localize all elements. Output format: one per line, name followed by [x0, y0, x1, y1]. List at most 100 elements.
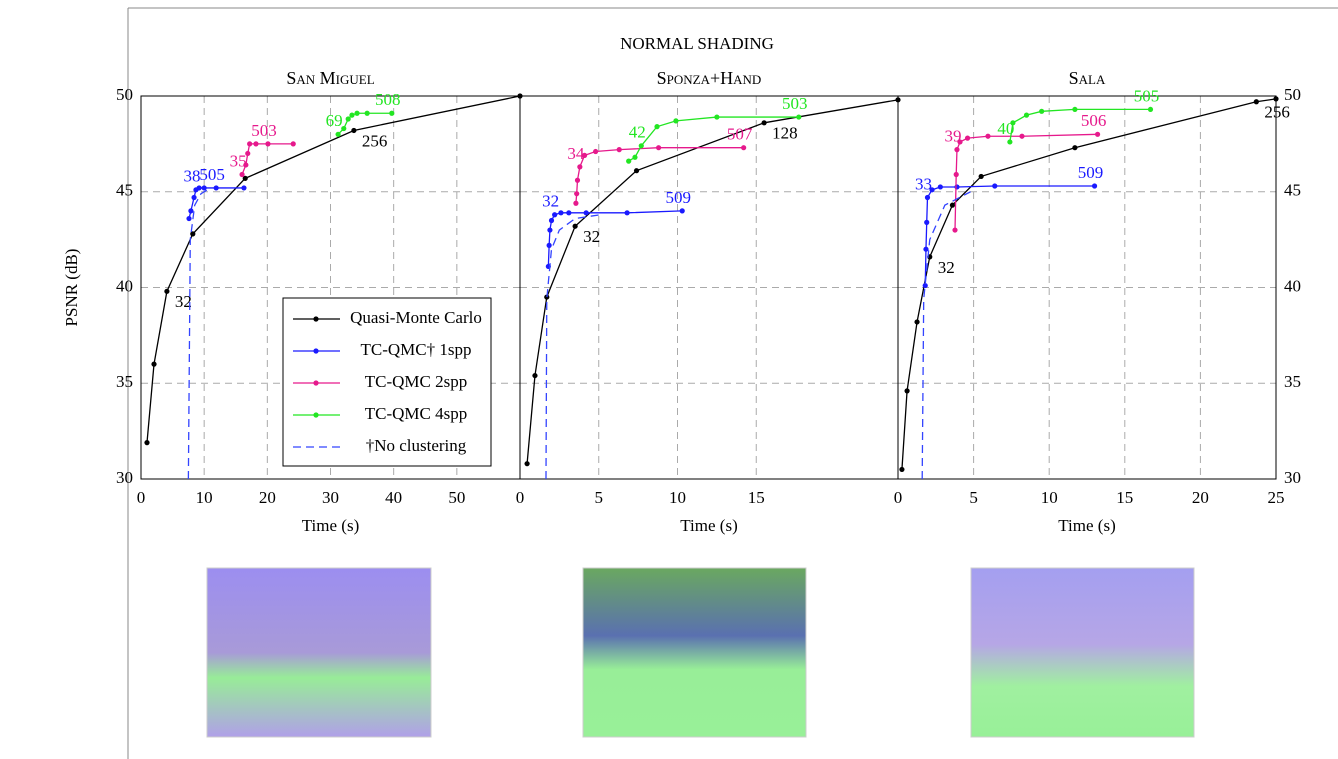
data-point	[341, 125, 347, 132]
data-point	[656, 145, 662, 151]
y-axis-label: PSNR (dB)	[62, 249, 81, 327]
data-point	[924, 194, 931, 201]
data-point	[196, 185, 202, 191]
data-point	[144, 440, 150, 446]
data-point	[151, 361, 157, 367]
panel-title: San Miguel	[286, 68, 374, 88]
point-label: 503	[782, 94, 808, 113]
point-label: 40	[997, 119, 1014, 138]
data-point	[552, 212, 558, 218]
legend-label: TC-QMC 2spp	[365, 372, 467, 391]
data-point	[191, 194, 197, 201]
data-point	[1147, 106, 1154, 113]
point-label: 128	[772, 124, 798, 143]
data-point	[546, 242, 552, 248]
data-point	[1072, 145, 1078, 151]
legend-label: Quasi-Monte Carlo	[350, 308, 482, 327]
x-tick-label: 20	[259, 488, 276, 507]
data-point	[241, 185, 247, 191]
data-point	[964, 135, 971, 141]
data-point	[547, 227, 553, 233]
data-point	[633, 168, 640, 174]
point-label: 505	[1134, 86, 1160, 105]
data-point	[714, 114, 720, 120]
x-axis-label: Time (s)	[1058, 516, 1115, 535]
data-point	[929, 187, 935, 193]
data-point	[532, 372, 538, 379]
point-label: 35	[230, 151, 247, 170]
data-point	[213, 185, 219, 191]
y-tick-label: 50	[1284, 85, 1301, 104]
x-tick-label: 10	[196, 488, 213, 507]
data-point	[242, 175, 248, 181]
point-label: 503	[251, 121, 277, 140]
data-point	[1007, 139, 1013, 145]
series-line	[547, 210, 683, 267]
data-point	[1253, 99, 1259, 105]
y-tick-label: 30	[116, 468, 133, 487]
x-axis-label: Time (s)	[302, 516, 359, 535]
plot-frame	[897, 95, 1277, 480]
data-point	[761, 120, 767, 126]
legend-label: TC-QMC 4spp	[365, 404, 467, 423]
data-point	[164, 288, 170, 294]
data-point	[679, 208, 685, 214]
x-tick-label: 40	[385, 488, 402, 507]
data-point	[904, 388, 910, 394]
data-point	[1023, 112, 1030, 118]
data-point	[952, 227, 958, 233]
data-point	[954, 147, 960, 153]
data-point	[247, 141, 253, 147]
x-tick-label: 10	[669, 488, 686, 507]
y-tick-label: 45	[1284, 181, 1301, 200]
x-tick-label: 5	[595, 488, 604, 507]
data-point	[1091, 183, 1098, 189]
data-point	[583, 210, 589, 216]
data-point	[572, 223, 578, 229]
x-tick-label: 5	[969, 488, 978, 507]
panel-title: Sala	[1069, 68, 1106, 88]
data-point	[1094, 131, 1101, 137]
data-point	[957, 139, 963, 145]
data-point	[922, 282, 928, 289]
y-tick-label: 45	[116, 181, 133, 200]
y-tick-label: 35	[1284, 372, 1301, 391]
point-label: 256	[362, 131, 388, 150]
data-point	[741, 145, 747, 151]
point-label: 32	[175, 292, 192, 311]
y-tick-label: 30	[1284, 468, 1301, 487]
point-label: 508	[375, 90, 401, 109]
data-point	[548, 217, 555, 224]
data-point	[954, 184, 960, 190]
x-axis-label: Time (s)	[680, 516, 737, 535]
legend-marker	[313, 380, 319, 386]
series-line	[187, 189, 208, 480]
series-line	[188, 187, 244, 219]
point-label: 256	[1264, 103, 1290, 122]
point-label: 505	[199, 165, 225, 184]
data-point	[593, 148, 599, 155]
data-point	[985, 133, 991, 139]
data-point	[673, 118, 679, 124]
point-label: 507	[727, 125, 753, 144]
point-label: 509	[1078, 163, 1104, 182]
data-point	[1039, 108, 1045, 114]
thumbnail	[582, 567, 807, 738]
series-line	[545, 214, 601, 480]
data-point	[253, 141, 259, 147]
series-line	[954, 133, 1098, 231]
data-point	[953, 171, 959, 178]
data-point	[364, 110, 370, 116]
data-point	[923, 246, 929, 252]
x-tick-label: 25	[1268, 488, 1285, 507]
x-tick-label: 10	[1041, 488, 1058, 507]
x-tick-label: 0	[516, 488, 525, 507]
point-label: 42	[629, 123, 646, 142]
data-point	[354, 110, 360, 116]
data-point	[577, 164, 583, 170]
data-point	[1010, 120, 1016, 126]
x-tick-label: 0	[894, 488, 903, 507]
data-point	[992, 183, 998, 189]
series-line	[921, 191, 971, 480]
